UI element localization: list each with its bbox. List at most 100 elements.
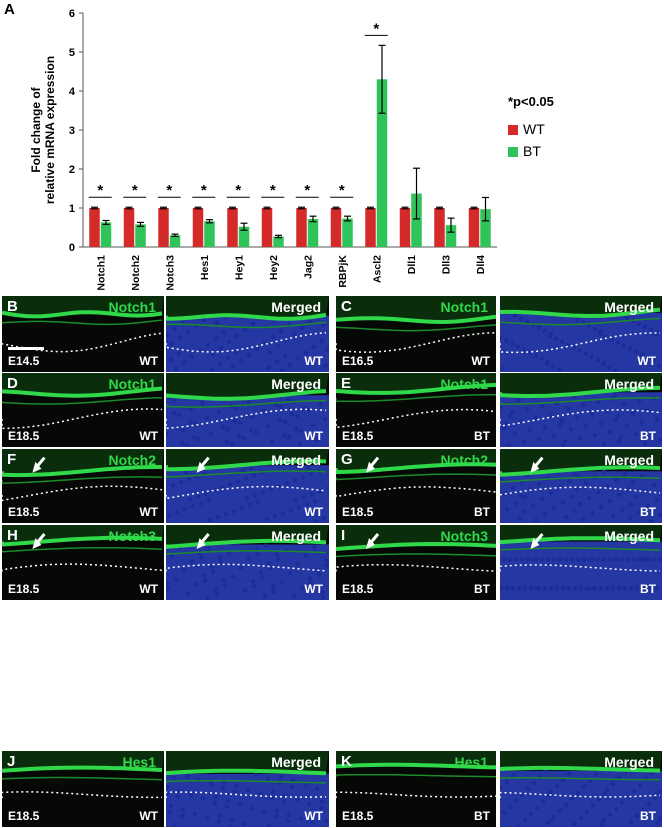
panel-marker-label: Merged [604,299,654,315]
bar-bt-hey1 [238,226,250,247]
panel-label: F [7,451,17,468]
y-tick-label: 0 [69,242,75,254]
panel-stage-label: E14.5 [8,354,40,368]
panel-stage-label: E18.5 [342,429,374,443]
panel-genotype-label: WT [637,354,656,368]
panel-marker-label: Hes1 [454,754,488,770]
panel-marker-label: Merged [271,528,321,544]
arrow-icon [530,538,540,549]
panel-label: J [7,753,16,770]
bar-wt-dll4 [468,208,480,247]
panel-stage-label: E16.5 [342,354,374,368]
significance-star: * [304,182,310,199]
micrograph-image [2,525,164,572]
significance-star: * [166,182,172,199]
bar-wt-hes1 [192,208,204,247]
x-tick-label: RBPjK [337,255,349,288]
y-axis-label-line: Fold change of [29,86,43,172]
panel-marker-label: Notch1 [108,376,156,392]
bar-bt-notch1 [100,222,112,247]
bar-chart: A 0 1 2 3 4 5 6 Fold change ofrelative mRNA expr… [4,1,554,291]
micrograph-panel-j: J Hes1 E18.5 WT [2,751,164,827]
micrograph-image [166,296,329,372]
x-tick-label: Notch1 [95,255,107,291]
bar-bt-dll1 [411,193,422,247]
panel-marker-label: Notch1 [440,376,488,392]
panel-stage-label: E18.5 [8,505,40,519]
scale-bar [8,347,44,350]
panel-genotype-label: BT [640,809,656,823]
panel-marker-label: Hes1 [122,754,156,770]
panel-genotype-label: WT [304,809,323,823]
y-tick-label: 4 [69,86,76,98]
micrograph-image [500,525,662,600]
panel-genotype-label: WT [304,354,323,368]
panel-stage-label: E18.5 [342,582,374,596]
significance-star: * [201,182,207,199]
panel-genotype-label: WT [139,429,158,443]
bar-wt-notch1 [89,208,100,247]
y-tick-label: 2 [69,164,75,176]
bar-wt-dll1 [399,208,411,247]
panel-label: B [7,298,18,315]
micrograph-image [500,373,662,447]
arrow-icon [196,461,206,473]
x-tick-label: Dll1 [406,255,418,274]
x-tick-label: Jag2 [302,255,314,279]
panel-marker-label: Merged [604,376,654,392]
panel-marker-label: Merged [271,452,321,468]
micrograph-image [500,296,662,372]
bar-wt-notch3 [158,208,169,247]
panel-label: E [341,375,352,392]
panel-genotype-label: BT [474,809,490,823]
bar-bt-notch2 [135,224,146,247]
bar-bt-notch3 [169,235,181,247]
significance-star: * [235,182,241,199]
micrograph-panel-e: E Notch1 E18.5 BT [336,373,496,447]
significance-star: * [132,182,138,199]
micrograph-image [166,373,329,447]
panel-label: C [341,298,352,315]
micrograph-panel-merged-5: Merged WT [166,373,329,447]
micrograph-panel-k: K Hes1 E18.5 BT [336,751,496,827]
panel-label: D [7,375,18,392]
micrograph-image [500,449,662,523]
micrograph-panel-merged-19: Merged BT [500,751,662,827]
legend-label-wt: WT [523,121,545,137]
bar-wt-rbpjk [330,208,342,247]
arrow-icon [32,538,42,549]
micrograph-image [336,296,496,353]
micrograph-panel-h: H Notch3 E18.5 WT [2,525,164,600]
y-axis-label: Fold change ofrelative mRNA expression [29,56,57,204]
micrograph-image [2,751,164,799]
p-value-note: *p<0.05 [508,94,554,109]
bar-wt-dll3 [434,208,445,247]
panel-label: G [341,451,353,468]
micrograph-panel-f: F Notch2 E18.5 WT [2,449,164,523]
bar-bt-dll4 [480,209,491,247]
panel-genotype-label: WT [139,809,158,823]
panel-marker-label: Merged [604,452,654,468]
panel-genotype-label: WT [471,354,490,368]
y-tick-label: 1 [69,203,75,215]
micrograph-panel-b: B Notch1 E14.5 WT [2,296,164,372]
panel-marker-label: Notch3 [440,528,488,544]
panel-genotype-label: WT [304,582,323,596]
panel-marker-label: Notch2 [440,452,488,468]
micrograph-image [166,751,329,827]
panel-marker-label: Merged [604,754,654,770]
y-tick-label: 3 [69,125,75,137]
arrow-icon [530,461,540,473]
micrograph-image [2,373,164,430]
legend-swatch-bt [508,147,518,157]
panel-stage-label: E18.5 [8,809,40,823]
x-tick-label: Dll4 [475,255,487,274]
panel-label-a: A [4,1,15,18]
micrograph-image [166,525,329,600]
x-tick-label: Notch2 [130,255,142,291]
x-tick-label: Notch3 [164,255,176,291]
x-tick-label: Ascl2 [371,255,383,283]
panel-genotype-label: BT [474,582,490,596]
arrow-icon [366,538,375,549]
panel-genotype-label: BT [640,429,656,443]
